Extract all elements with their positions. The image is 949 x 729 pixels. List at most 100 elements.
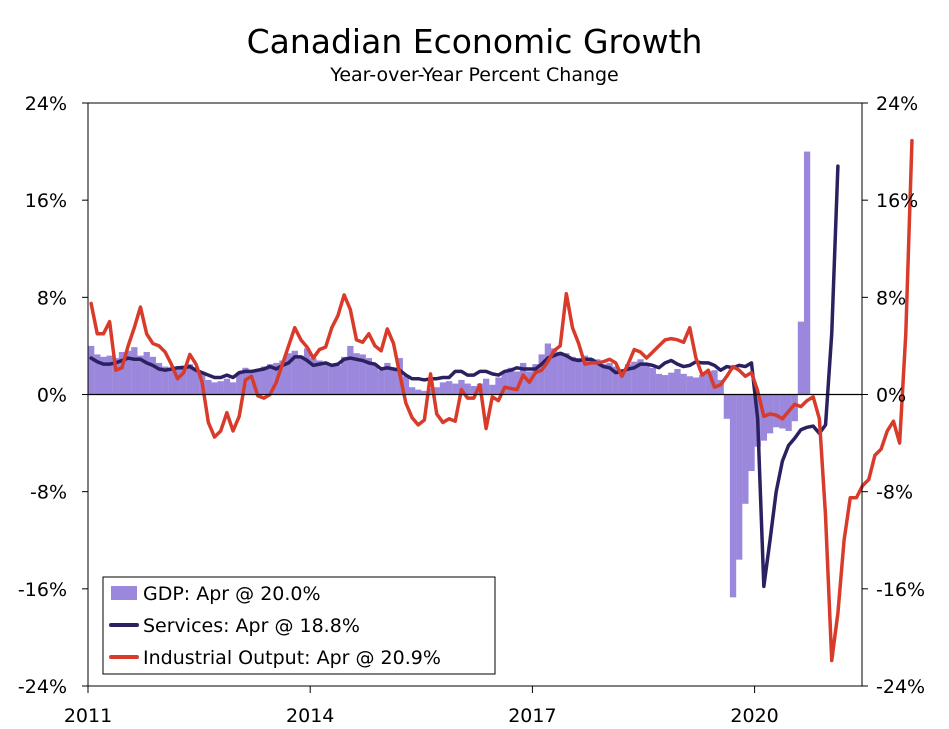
chart-subtitle: Year-over-Year Percent Change [330, 64, 619, 86]
gdp-bar [353, 353, 360, 395]
gdp-bar [452, 383, 459, 395]
chart-title: Canadian Economic Growth [246, 22, 703, 61]
gdp-bar [143, 351, 150, 395]
gdp-bar [649, 367, 656, 395]
gdp-bar [569, 356, 576, 395]
legend-label: Services: Apr @ 18.8% [143, 615, 360, 637]
gdp-bar [612, 366, 619, 395]
y-tick-label-right: 0% [876, 385, 906, 407]
gdp-bar [439, 382, 447, 395]
gdp-bar [279, 360, 286, 395]
gdp-bar [88, 345, 95, 395]
gdp-bar [254, 368, 261, 395]
y-tick-label-left: -8% [30, 482, 67, 504]
gdp-bar [587, 358, 595, 395]
gdp-bar [575, 358, 582, 395]
gdp-bar [723, 394, 731, 419]
gdp-bar [538, 354, 545, 395]
gdp-bar [532, 364, 539, 395]
gdp-bar [797, 321, 805, 395]
gdp-bar [705, 371, 712, 395]
gdp-bar [217, 381, 224, 395]
gdp-bar [131, 347, 138, 395]
legend: GDP: Apr @ 20.0% Services: Apr @ 18.8% Ind… [102, 576, 496, 675]
x-tick-label: 2014 [286, 705, 334, 727]
y-tick-label-left: 0% [37, 385, 67, 407]
gdp-bar [643, 364, 650, 395]
gdp-bar [680, 373, 687, 395]
gdp-bar [137, 355, 144, 395]
legend-swatch-gdp [111, 586, 137, 600]
gdp-bar [483, 378, 490, 395]
gdp-bar [384, 362, 391, 395]
gdp-bar [291, 350, 298, 395]
legend-box [102, 576, 496, 675]
y-tick-label-left: 8% [37, 287, 67, 309]
gdp-bar [618, 368, 626, 395]
gdp-bar [489, 384, 496, 395]
y-tick-label-right: -16% [876, 579, 925, 601]
gdp-bar [229, 382, 237, 395]
gdp-bar [341, 356, 348, 395]
gdp-bar [557, 351, 564, 395]
gdp-bar [297, 355, 305, 395]
gdp-bar [581, 355, 589, 395]
gdp-bar [223, 378, 231, 395]
gdp-bar [168, 368, 175, 395]
gdp-bar [106, 355, 113, 395]
gdp-bar [211, 382, 218, 395]
gdp-bar [390, 367, 397, 395]
services-line [89, 164, 840, 589]
gdp-bar [699, 375, 706, 395]
gdp-bar [371, 365, 379, 395]
y-tick-label-left: -24% [18, 676, 67, 698]
legend-label: GDP: Apr @ 20.0% [143, 583, 321, 605]
gdp-bar [600, 364, 607, 395]
series-lines [89, 138, 914, 663]
gdp-bar [125, 350, 132, 395]
y-tick-label-right: 8% [876, 287, 906, 309]
gdp-bar [328, 364, 336, 395]
gdp-bar [606, 362, 613, 395]
gdp-bar [445, 381, 453, 395]
gdp-bar [174, 366, 181, 395]
gdp-bar [507, 367, 514, 395]
gdp-bar [205, 379, 212, 395]
y-tick-label-right: 24% [876, 93, 918, 115]
gdp-bar [692, 377, 700, 395]
gdp-bar [260, 366, 268, 395]
y-tick-label-left: -16% [18, 579, 67, 601]
gdp-bar [322, 362, 329, 395]
gdp-bar [501, 371, 508, 395]
y-tick-label-right: -8% [876, 482, 913, 504]
gdp-bar [686, 376, 693, 395]
gdp-bar [248, 370, 255, 395]
legend-label: Industrial Output: Apr @ 20.9% [143, 647, 441, 669]
gdp-bar [495, 377, 502, 395]
gdp-bar [631, 361, 638, 395]
gdp-bar [316, 360, 323, 395]
industrial-output-line [89, 138, 914, 663]
gdp-bar [415, 389, 422, 395]
gdp-bar [668, 372, 675, 395]
gdp-bar [162, 366, 169, 395]
gdp-bar [402, 376, 410, 395]
gdp-bar [803, 151, 811, 395]
gdp-bar [464, 383, 471, 395]
gdp-bar [378, 370, 385, 395]
gdp-bar [100, 356, 107, 395]
gdp-bar [624, 364, 632, 395]
chart-axes: 24% 24% 16% 16% 8% 8% 0% 0% -8% -8% -16% -16% -24% -2… [18, 93, 925, 727]
gdp-bar [359, 354, 366, 395]
gdp-bar [674, 368, 681, 395]
gdp-bar [773, 394, 780, 428]
x-tick-label: 2017 [508, 705, 556, 727]
gdp-bar [421, 390, 428, 395]
gdp-bar [791, 394, 798, 422]
gdp-bar [458, 379, 465, 395]
gdp-bar [155, 362, 163, 395]
gdp-bar [779, 394, 786, 429]
gdp-bar [729, 394, 737, 598]
gdp-bar [736, 394, 743, 560]
